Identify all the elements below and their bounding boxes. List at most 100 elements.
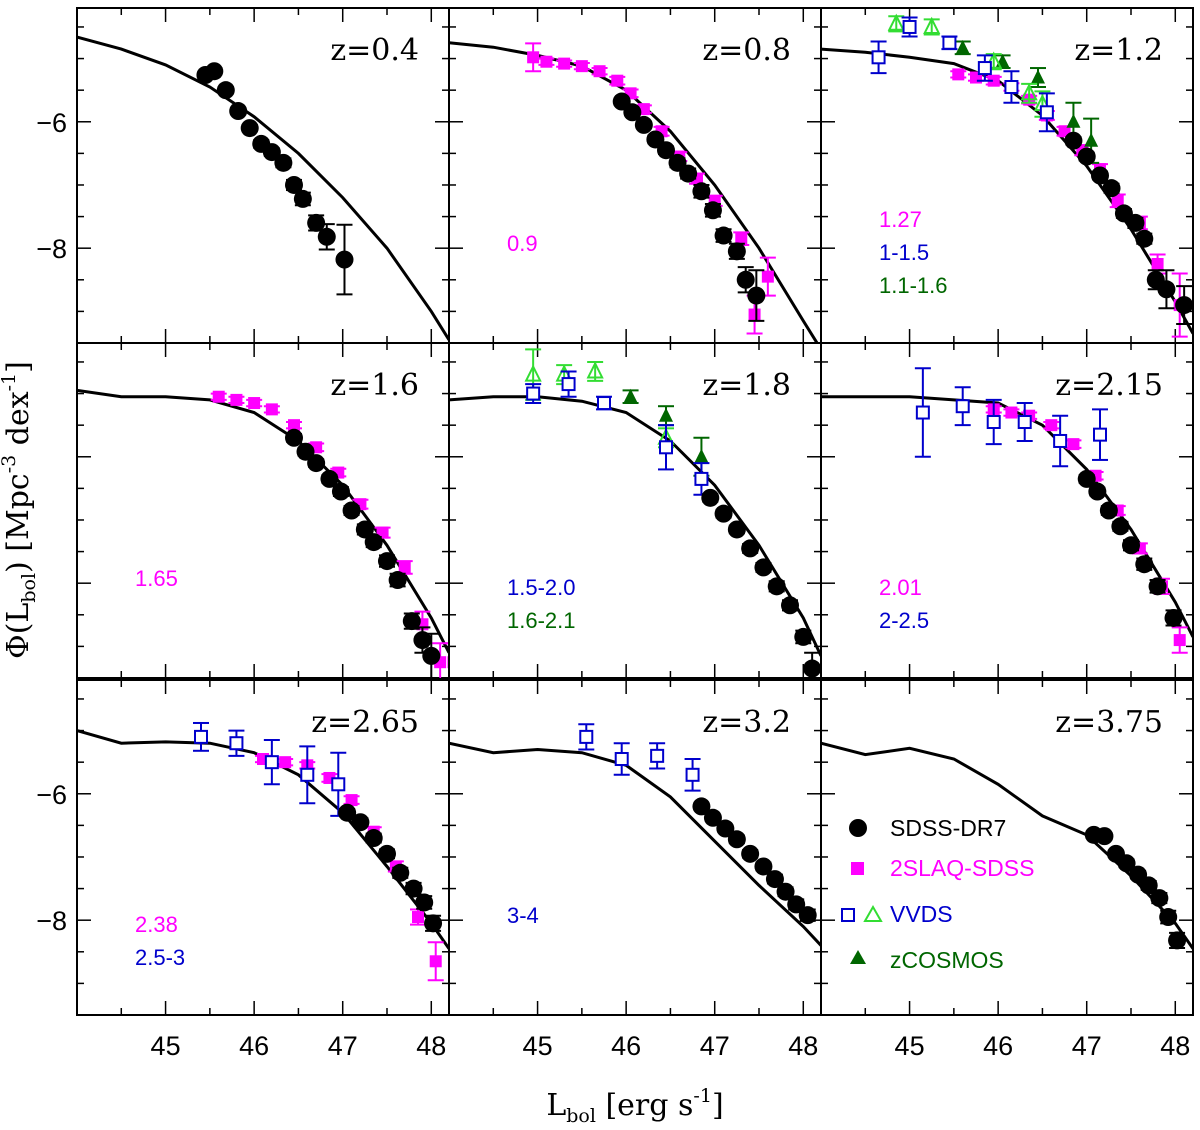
y-tick-label: −6 bbox=[36, 108, 67, 138]
twoslaq-point bbox=[611, 74, 624, 87]
vvds-point bbox=[902, 19, 917, 34]
vvds-point bbox=[597, 396, 611, 411]
twoslaq-point bbox=[1111, 194, 1124, 207]
twoslaq-point bbox=[412, 911, 424, 924]
sdss-point bbox=[716, 819, 735, 838]
redshift-range-annotation: 1.1-1.6 bbox=[879, 273, 948, 298]
panel-data bbox=[77, 721, 449, 982]
sdss-point bbox=[736, 270, 755, 289]
sdss-point bbox=[216, 81, 235, 100]
sdss-point bbox=[307, 213, 326, 232]
x-tick-label: 45 bbox=[523, 1031, 553, 1061]
redshift-label: z=1.8 bbox=[702, 368, 791, 403]
redshift-range-annotation: 1.27 bbox=[879, 207, 922, 232]
redshift-range-annotation: 2.01 bbox=[879, 575, 922, 600]
vvds-alt-point bbox=[923, 16, 941, 34]
vvds-point bbox=[526, 386, 541, 401]
sdss-point bbox=[240, 119, 259, 138]
sdss-point bbox=[1117, 854, 1136, 873]
vvds-point bbox=[1093, 427, 1107, 442]
y-tick-label: −6 bbox=[36, 780, 67, 810]
sdss-point bbox=[703, 808, 722, 827]
sdss-point bbox=[776, 882, 795, 901]
legend-label-zcosmos: zCOSMOS bbox=[890, 947, 1004, 973]
sdss-point bbox=[1099, 501, 1118, 520]
sdss-point bbox=[657, 141, 675, 160]
sdss-point bbox=[781, 596, 799, 615]
panel-data bbox=[821, 13, 1193, 338]
x-axis-title: Lbol [erg s-1] bbox=[546, 1085, 723, 1127]
sdss-point bbox=[404, 879, 423, 898]
twoslaq-point bbox=[288, 419, 300, 432]
redshift-range-annotation: 2.5-3 bbox=[135, 945, 185, 970]
model-curve bbox=[821, 395, 1193, 638]
x-tick-label: 47 bbox=[328, 1031, 358, 1061]
panel-data bbox=[449, 41, 819, 343]
twoslaq-point bbox=[575, 60, 588, 73]
legend-entry-zcosmos: zCOSMOS bbox=[850, 947, 1004, 973]
sdss-point bbox=[634, 115, 653, 134]
sdss-point bbox=[422, 646, 441, 665]
model-curve bbox=[449, 741, 821, 947]
sdss-point bbox=[338, 803, 357, 822]
panel-frame bbox=[820, 679, 1194, 1016]
sdss-point bbox=[798, 906, 817, 925]
redshift-range-annotation: 3-4 bbox=[507, 903, 539, 928]
vvds-point bbox=[561, 377, 576, 392]
legend: SDSS-DR7 2SLAQ-SDSS VVDS zCOSMOS bbox=[841, 815, 1034, 973]
sdss-point bbox=[364, 829, 383, 848]
sdss-point bbox=[679, 164, 698, 183]
sdss-point bbox=[293, 189, 312, 208]
vvds-alt-point bbox=[887, 13, 905, 31]
sdss-point bbox=[1148, 577, 1167, 596]
sdss-point bbox=[1102, 179, 1121, 198]
sdss-point bbox=[714, 226, 733, 245]
sdss-point bbox=[1168, 931, 1187, 950]
sdss-point bbox=[424, 914, 443, 933]
vvds-point bbox=[915, 405, 930, 420]
twoslaq-point bbox=[248, 397, 261, 410]
panel-data bbox=[821, 367, 1193, 654]
twoslaq-point bbox=[265, 403, 278, 416]
sdss-point bbox=[1135, 229, 1154, 248]
vvds-alt-point bbox=[524, 364, 542, 382]
sdss-point bbox=[307, 454, 326, 473]
sdss-point bbox=[1159, 908, 1178, 927]
panel-data bbox=[77, 388, 449, 678]
sdss-point bbox=[754, 857, 773, 876]
twoslaq-point bbox=[761, 270, 774, 283]
sdss-point bbox=[1077, 469, 1096, 488]
sdss-point bbox=[1111, 517, 1130, 536]
panel-4: z=1.6 1.65 bbox=[76, 342, 450, 679]
legend-entry-2slaq: 2SLAQ-SDSS bbox=[851, 855, 1034, 881]
sdss-point bbox=[747, 286, 766, 305]
vvds-point bbox=[300, 767, 315, 782]
sdss-point bbox=[692, 182, 711, 201]
redshift-label: z=1.6 bbox=[330, 368, 419, 403]
panel-data bbox=[449, 348, 821, 678]
x-tick-label: 47 bbox=[1072, 1031, 1102, 1061]
x-tick-label: 48 bbox=[1160, 1031, 1190, 1061]
vvds-alt-point bbox=[1020, 83, 1038, 101]
legend-marker-vvds-triangle bbox=[863, 904, 883, 922]
vvds-point bbox=[659, 440, 673, 455]
twoslaq-point bbox=[527, 51, 540, 64]
sdss-point bbox=[296, 442, 315, 461]
sdss-point bbox=[754, 558, 773, 577]
sdss-point bbox=[320, 469, 339, 488]
x-tick-label: 46 bbox=[983, 1031, 1013, 1061]
redshift-range-annotation: 0.9 bbox=[507, 231, 538, 256]
sdss-point bbox=[229, 102, 248, 121]
panel-data bbox=[449, 723, 821, 947]
x-tick-label: 45 bbox=[895, 1031, 925, 1061]
vvds-point bbox=[955, 399, 970, 414]
sdss-point bbox=[351, 813, 370, 832]
sdss-point bbox=[767, 577, 786, 596]
sdss-point bbox=[1175, 296, 1193, 315]
sdss-point bbox=[364, 533, 383, 552]
redshift-label: z=1.2 bbox=[1074, 33, 1163, 68]
vvds-point bbox=[986, 415, 1001, 430]
legend-marker-zcosmos bbox=[850, 950, 866, 964]
zcosmos-point bbox=[955, 39, 970, 54]
